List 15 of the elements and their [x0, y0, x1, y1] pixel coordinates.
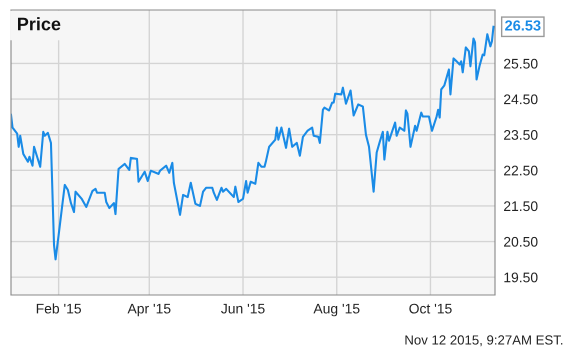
y-tick-label: 25.50	[504, 58, 538, 69]
y-tick-label: 22.50	[504, 166, 538, 176]
x-tick-label: Apr '15	[128, 304, 170, 316]
y-tick-label: 20.50	[504, 236, 538, 247]
x-tick-label: Jun '15	[221, 304, 265, 314]
x-tick-label: Aug '15	[313, 304, 360, 316]
chart-title: Price	[18, 17, 60, 30]
annotation: 26.53	[505, 20, 541, 31]
x-tick-label: Feb '15	[36, 303, 81, 314]
y-tick-label: 24.50	[504, 94, 538, 104]
y-tick-label: 23.50	[504, 130, 538, 140]
y-tick-label: 21.50	[504, 201, 538, 212]
x-tick-label: Oct '15	[409, 304, 452, 314]
text: Nov 12 2015, 9:27AM EST.	[405, 335, 562, 346]
y-tick-label: 19.50	[504, 272, 538, 282]
